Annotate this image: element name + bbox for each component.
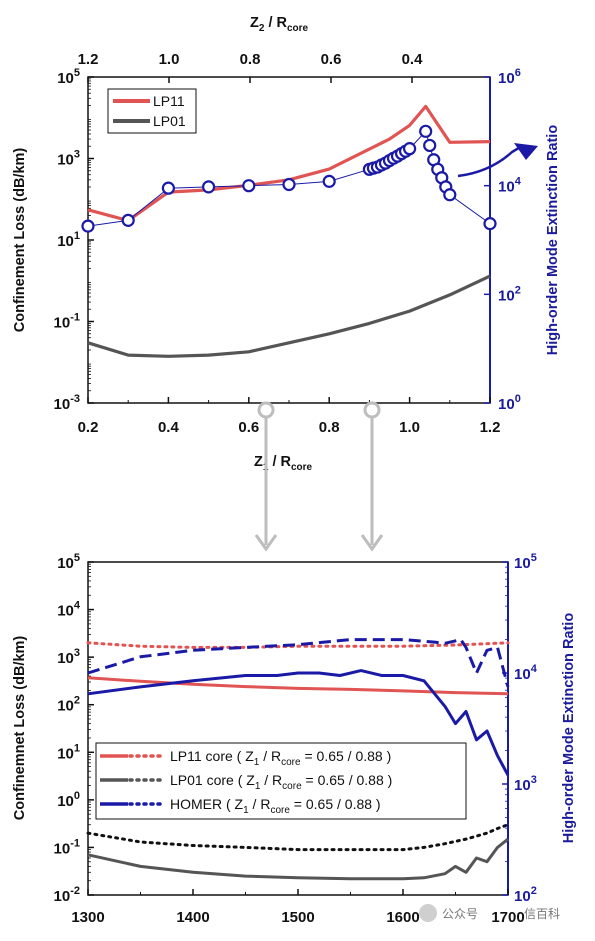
bottom-series-5: [87, 669, 510, 776]
bottom-left-tick-label: 101: [57, 742, 80, 762]
top-tick-label: 0.8: [240, 51, 261, 68]
top-tick-label: 0.6: [321, 51, 342, 68]
top-chart: Z2 / Rcore 1.2 1.0 0.8 0.6 0.4 Z1 / Rcore 0.…: [12, 15, 561, 473]
bottom-legend: LP11 core ( Z1 / Rcore = 0.65 / 0.88 ) LP…: [95, 742, 467, 820]
bottom-left-tick-label: 100: [57, 790, 80, 810]
top-right-axis-label: High-order Mode Extinction Ratio: [545, 125, 561, 356]
extinction-ratio-point: [443, 188, 457, 202]
top-legend: LP11 LP01: [107, 88, 197, 134]
top-series-group: [81, 104, 497, 358]
connector-arrowhead-2: [360, 534, 384, 552]
bottom-series-2: [86, 641, 510, 649]
bottom-x-tick-label: 1500: [281, 909, 314, 926]
bottom-tick-label: 0.4: [158, 419, 180, 436]
bottom-right-axis-label: High-order Mode Extinction Ratio: [561, 613, 577, 844]
bottom-left-tick-label: 104: [57, 600, 81, 620]
connector-arrows: [254, 401, 384, 552]
bottom-series-3: [87, 837, 509, 881]
left-tick-label: 105: [57, 67, 80, 87]
top-axis-label: Z2 / Rcore: [250, 15, 309, 34]
bottom-x-tick-label: 1600: [386, 909, 419, 926]
legend-label: LP01 core ( Z1 / Rcore = 0.65 / 0.88 ): [170, 772, 392, 792]
extinction-ratio-point: [419, 124, 433, 138]
extinction-ratio-point: [202, 180, 216, 194]
bottom-right-tick-label: 103: [514, 774, 537, 794]
extinction-ratio-point: [242, 179, 256, 193]
right-axis-pointer-arrowhead: [514, 143, 538, 160]
top-right-tick-labels: 100 102 104 106: [498, 67, 522, 413]
left-tick-label: 101: [57, 230, 80, 250]
bottom-tick-label: 0.8: [319, 419, 340, 436]
extinction-ratio-point: [403, 142, 417, 156]
watermark-text-2: 信百科: [524, 907, 560, 921]
legend-label: LP11 core ( Z1 / Rcore = 0.65 / 0.88 ): [170, 748, 391, 768]
top-tick-marks: [87, 76, 491, 404]
left-tick-label: 103: [57, 149, 80, 169]
bottom-right-tick-label: 105: [514, 552, 537, 572]
left-tick-label: 10-3: [54, 393, 80, 413]
watermark: 公众号 信百科: [419, 904, 560, 922]
extinction-ratio-point: [483, 217, 497, 231]
bottom-axis-label: Z1 / Rcore: [254, 454, 313, 473]
bottom-x-tick-label: 1700: [491, 909, 524, 926]
extinction-ratio-point: [322, 174, 336, 188]
extinction-ratio-point: [81, 219, 95, 233]
bottom-series-1: [87, 676, 509, 696]
top-series-line-lp01: [87, 274, 491, 358]
bottom-x-tick-label: 1400: [176, 909, 209, 926]
left-tick-label: 10-1: [54, 312, 80, 332]
top-tick-label: 1.0: [159, 51, 180, 68]
bottom-right-tick-label: 102: [514, 885, 537, 905]
right-tick-label: 104: [498, 176, 522, 196]
bottom-x-tick-label: 1300: [71, 909, 104, 926]
legend-label-lp01: LP01: [153, 113, 186, 129]
right-axis-pointer-arrow: [457, 144, 523, 178]
extinction-ratio-point: [161, 181, 175, 195]
bottom-axis-tick-labels: 0.2 0.4 0.6 0.8 1.0 1.2: [78, 419, 501, 436]
bottom-x-tick-labels: 1300 1400 1500 1600 1700: [71, 909, 524, 926]
bottom-left-tick-labels: 10-2 10-1 100 101 102 103 104 105: [54, 552, 81, 905]
right-tick-label: 102: [498, 284, 521, 304]
top-left-axis-label: Confinement Loss (dB/km): [12, 148, 28, 333]
extinction-ratio-point: [282, 177, 296, 192]
bottom-series-group: [86, 638, 510, 881]
top-tick-label: 0.4: [402, 51, 424, 68]
bottom-tick-label: 0.6: [238, 419, 259, 436]
connector-arrowhead-1: [254, 534, 278, 552]
bottom-left-tick-label: 10-1: [54, 837, 80, 857]
bottom-right-tick-label: 104: [514, 663, 538, 683]
bottom-tick-label: 0.2: [78, 419, 99, 436]
connector-circle-1: [257, 401, 275, 419]
extinction-ratio-point: [121, 213, 135, 227]
top-axis-tick-labels: 1.2 1.0 0.8 0.6 0.4: [78, 51, 424, 68]
top-tick-label: 1.2: [78, 51, 99, 68]
right-tick-label: 100: [498, 393, 521, 413]
bottom-series-4: [86, 823, 510, 852]
bottom-right-tick-labels: 102 103 104 105: [514, 552, 538, 905]
bottom-left-axis-label: Confinemnet Loss (dB/km): [12, 636, 28, 821]
top-legend-box: [107, 88, 197, 134]
bottom-left-tick-label: 102: [57, 695, 80, 715]
bottom-left-tick-label: 10-2: [54, 885, 80, 905]
bottom-left-tick-label: 103: [57, 647, 80, 667]
extinction-ratio-point: [423, 138, 437, 153]
bottom-tick-label: 1.2: [480, 419, 501, 436]
right-tick-label: 106: [498, 67, 521, 87]
bottom-left-tick-label: 105: [57, 552, 80, 572]
bottom-tick-label: 1.0: [399, 419, 420, 436]
watermark-logo-icon: [419, 904, 437, 922]
connector-circle-2: [363, 401, 381, 419]
legend-label-lp11: LP11: [153, 93, 185, 109]
legend-label: HOMER ( Z1 / Rcore = 0.65 / 0.88 ): [170, 796, 381, 816]
watermark-text-1: 公众号: [442, 907, 478, 921]
top-left-tick-labels: 10-3 10-1 101 103 105: [54, 67, 80, 413]
bottom-chart: Confinemnet Loss (dB/km) 10-210-11001011…: [12, 552, 577, 926]
bottom-series-6: [87, 638, 510, 688]
